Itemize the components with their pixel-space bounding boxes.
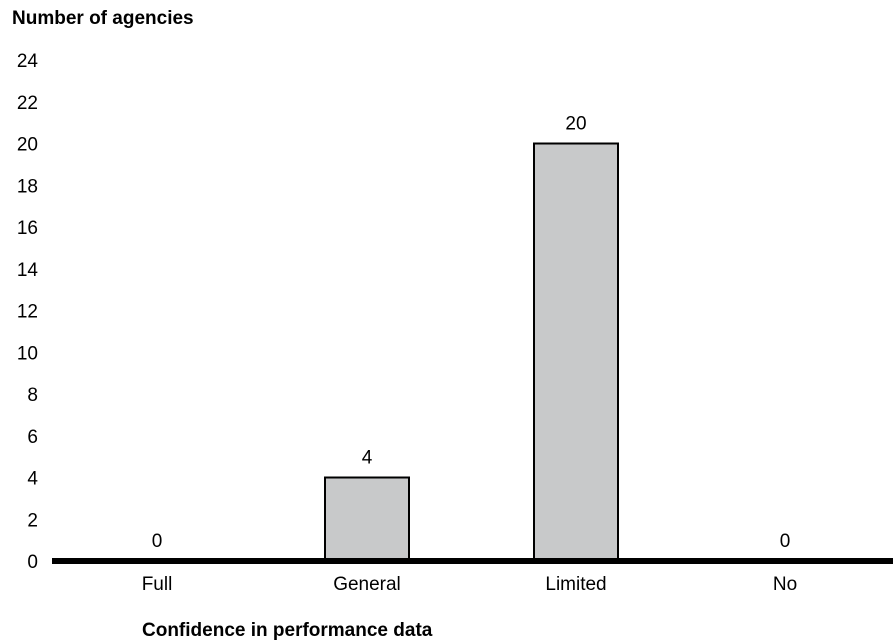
x-tick-label-no: No <box>773 574 797 595</box>
x-axis-tick-labels: Full General Limited No <box>142 574 797 595</box>
y-tick-label: 4 <box>27 469 38 490</box>
data-label-general: 4 <box>362 448 373 469</box>
data-label-full: 0 <box>152 531 163 552</box>
bars <box>324 142 619 562</box>
y-tick-label: 24 <box>17 51 39 72</box>
y-axis-title: Number of agencies <box>12 8 194 29</box>
y-tick-label: 2 <box>27 510 38 531</box>
bar-general <box>324 476 410 562</box>
y-tick-label: 20 <box>17 135 38 156</box>
y-tick-label: 10 <box>17 343 38 364</box>
x-tick-label-limited: Limited <box>545 574 606 595</box>
y-tick-label: 6 <box>27 427 38 448</box>
data-labels: 0 4 20 0 <box>152 114 791 553</box>
data-label-no: 0 <box>780 531 791 552</box>
y-tick-label: 0 <box>27 552 38 573</box>
y-tick-label: 18 <box>17 176 38 197</box>
y-tick-label: 12 <box>17 302 38 323</box>
y-tick-label: 8 <box>27 385 38 406</box>
bar-limited <box>533 142 619 562</box>
y-tick-label: 14 <box>17 260 39 281</box>
data-label-limited: 20 <box>565 114 586 135</box>
x-axis-title: Confidence in performance data <box>142 620 433 641</box>
x-tick-label-general: General <box>333 574 401 595</box>
x-tick-label-full: Full <box>142 574 173 595</box>
y-tick-label: 22 <box>17 93 38 114</box>
y-tick-label: 16 <box>17 218 38 239</box>
